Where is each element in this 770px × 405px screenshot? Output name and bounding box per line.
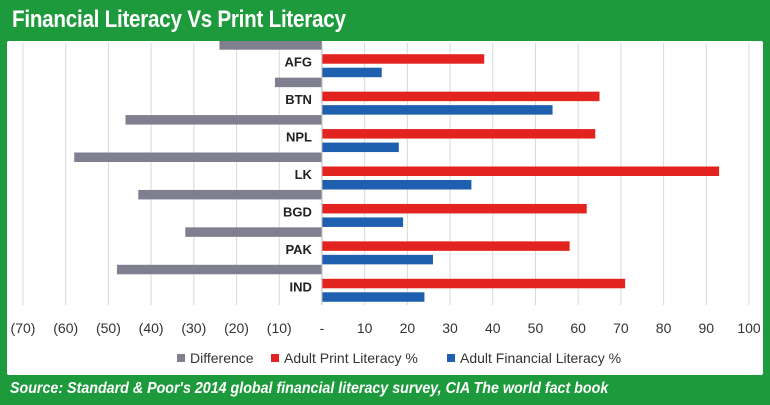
bar-npl-adult-print-literacy <box>321 129 596 139</box>
bar-btn-difference <box>274 77 322 88</box>
bar-ind-difference <box>116 264 322 275</box>
bar-bgd-adult-print-literacy <box>321 203 587 214</box>
bar-btn-adult-financial-literacy <box>321 105 553 115</box>
bar-chart: AFG BTN NPL LK BGD PAK IND (70) (60) (50) (40) (30)… <box>11 41 761 366</box>
x-tick-label: 30 <box>442 320 458 336</box>
legend-swatch <box>271 354 279 362</box>
bar-bgd-difference <box>138 189 322 200</box>
x-tick-label: (30) <box>181 320 206 336</box>
bar-npl-adult-financial-literacy <box>321 142 399 153</box>
category-label-afg: AFG <box>284 55 311 70</box>
chart-panel: AFG BTN NPL LK BGD PAK IND (70) (60) (50) (40) (30)… <box>7 41 763 375</box>
x-tick-label: 70 <box>613 320 629 336</box>
x-tick-label: (70) <box>11 320 36 336</box>
legend-swatch <box>447 354 455 362</box>
category-label-btn: BTN <box>285 92 312 107</box>
x-tick-label: 100 <box>737 320 761 336</box>
bar-ind-adult-financial-literacy <box>321 292 425 302</box>
category-label-bgd: BGD <box>283 204 312 219</box>
legend-swatch <box>177 354 185 362</box>
category-label-npl: NPL <box>286 130 312 145</box>
bar-lk-difference <box>74 152 322 162</box>
bar-bgd-adult-financial-literacy <box>321 217 404 227</box>
x-tick-label: (60) <box>53 320 78 336</box>
bar-afg-difference <box>219 41 322 50</box>
bar-pak-difference <box>185 227 322 237</box>
x-tick-label: 80 <box>656 320 672 336</box>
legend-label: Difference <box>190 350 254 366</box>
bar-pak-adult-print-literacy <box>321 241 570 251</box>
bar-btn-adult-print-literacy <box>321 91 600 102</box>
chart-title: Financial Literacy Vs Print Literacy <box>12 6 346 33</box>
legend-label: Adult Financial Literacy % <box>460 350 621 366</box>
legend-label: Adult Print Literacy % <box>284 350 418 366</box>
x-tick-label: (50) <box>96 320 121 336</box>
x-tick-label: (10) <box>267 320 292 336</box>
x-tick-label: (20) <box>224 320 249 336</box>
category-label-lk: LK <box>295 167 313 182</box>
bar-afg-adult-print-literacy <box>321 54 485 64</box>
x-tick-label: 90 <box>699 320 715 336</box>
x-tick-label: 20 <box>400 320 416 336</box>
bar-lk-adult-financial-literacy <box>321 180 472 190</box>
bar-lk-adult-print-literacy <box>321 166 720 176</box>
bar-npl-difference <box>125 115 322 125</box>
x-tick-label: 60 <box>570 320 586 336</box>
bar-ind-adult-print-literacy <box>321 278 626 289</box>
category-label-ind: IND <box>290 279 312 294</box>
x-tick-label: 10 <box>357 320 373 336</box>
x-tick-label: (40) <box>139 320 164 336</box>
x-tick-label: - <box>320 320 325 336</box>
x-tick-label: 50 <box>528 320 544 336</box>
source-note: Source: Standard & Poor's 2014 global fi… <box>10 380 609 397</box>
category-label-pak: PAK <box>285 242 312 257</box>
bar-afg-adult-financial-literacy <box>321 67 382 78</box>
x-tick-label: 40 <box>485 320 501 336</box>
bar-pak-adult-financial-literacy <box>321 254 433 265</box>
